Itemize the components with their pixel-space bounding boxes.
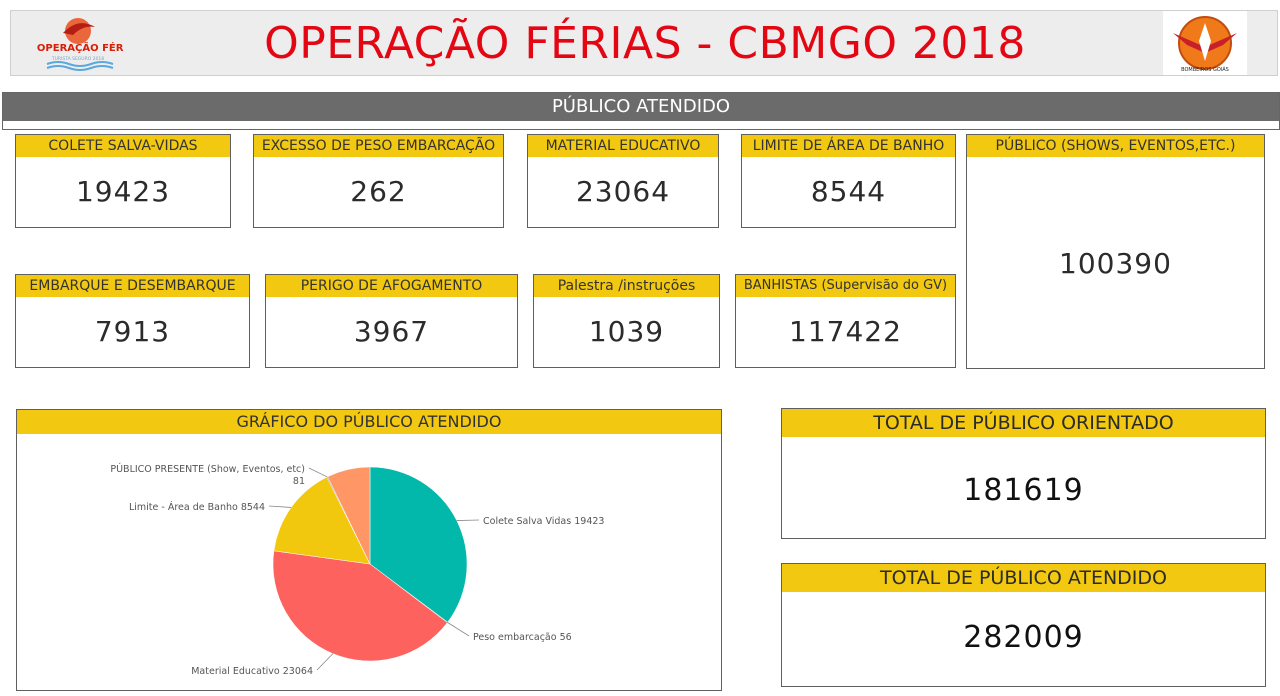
- total-attended-card: TOTAL DE PÚBLICO ATENDIDO 282009: [781, 563, 1266, 687]
- card-excesso-peso: EXCESSO DE PESO EMBARCAÇÃO 262: [253, 134, 504, 228]
- card-value: 23064: [575, 175, 671, 208]
- card-label: LIMITE DE ÁREA DE BANHO: [742, 135, 955, 157]
- card-embarque-desembarque: EMBARQUE E DESEMBARQUE 7913: [15, 274, 250, 368]
- card-label: PÚBLICO (SHOWS, EVENTOS,ETC.): [967, 135, 1264, 157]
- pie-chart: Colete Salva Vidas 19423 Peso embarcação …: [110, 463, 604, 677]
- chart-title: GRÁFICO DO PÚBLICO ATENDIDO: [17, 410, 721, 434]
- pie-label: Material Educativo 23064: [191, 666, 313, 677]
- card-perigo-afogamento: PERIGO DE AFOGAMENTO 3967: [265, 274, 518, 368]
- section-header-fill: [3, 93, 1279, 121]
- pie-leader-line: [316, 653, 334, 671]
- card-publico-shows: PÚBLICO (SHOWS, EVENTOS,ETC.) 100390: [966, 134, 1265, 369]
- card-limite-area-banho: LIMITE DE ÁREA DE BANHO 8544: [741, 134, 956, 228]
- chart-panel: GRÁFICO DO PÚBLICO ATENDIDO Colete Salva…: [16, 409, 722, 691]
- pie-label: PÚBLICO PRESENTE (Show, Eventos, etc): [110, 463, 305, 475]
- page-title: OPERAÇÃO FÉRIAS - CBMGO 2018: [264, 18, 1026, 69]
- pie-leader-line: [308, 467, 328, 478]
- section-header: PÚBLICO ATENDIDO: [2, 92, 1280, 130]
- pie-leader-line: [447, 622, 470, 637]
- card-label: EMBARQUE E DESEMBARQUE: [16, 275, 249, 297]
- card-value: 3967: [353, 315, 430, 348]
- card-value: 8544: [810, 175, 887, 208]
- pie-leader-line: [268, 505, 292, 508]
- pie-slice[interactable]: [369, 466, 468, 623]
- pie-label: Peso embarcação 56: [473, 632, 572, 643]
- total-attended-value: 282009: [963, 620, 1084, 655]
- total-attended-label: TOTAL DE PÚBLICO ATENDIDO: [782, 564, 1265, 592]
- pie-slice[interactable]: [327, 466, 371, 565]
- card-value: 100390: [1059, 247, 1172, 280]
- card-value: 262: [350, 175, 407, 208]
- card-colete-salva-vidas: COLETE SALVA-VIDAS 19423: [15, 134, 231, 228]
- pie-label-value: 81: [293, 476, 305, 487]
- total-oriented-label: TOTAL DE PÚBLICO ORIENTADO: [782, 409, 1265, 437]
- card-label: EXCESSO DE PESO EMBARCAÇÃO: [254, 135, 503, 157]
- bombeiros-goias-emblem: BOMBEIROS GOIÁS: [1163, 11, 1247, 75]
- card-label: PERIGO DE AFOGAMENTO: [266, 275, 517, 297]
- card-palestra-instrucoes: Palestra /instruções 1039: [533, 274, 720, 368]
- pie-leader-line: [456, 519, 480, 521]
- pie-label: Limite - Área de Banho 8544: [129, 501, 265, 513]
- section-title: PÚBLICO ATENDIDO: [551, 96, 731, 117]
- card-value: 19423: [75, 175, 171, 208]
- svg-text:TURISTA SEGURO 2018: TURISTA SEGURO 2018: [51, 56, 104, 62]
- card-label: MATERIAL EDUCATIVO: [528, 135, 718, 157]
- card-material-educativo: MATERIAL EDUCATIVO 23064: [527, 134, 719, 228]
- svg-text:BOMBEIROS GOIÁS: BOMBEIROS GOIÁS: [1181, 66, 1229, 73]
- card-value: 117422: [789, 315, 902, 348]
- header-bar: OPERAÇÃO FÉRIAS - CBMGO 2018 44ª OPERAÇÃ…: [10, 10, 1278, 76]
- pie-label: Colete Salva Vidas 19423: [483, 516, 604, 527]
- operacao-ferias-logo: 44ª OPERAÇÃO FÉRIAS TURISTA SEGURO 2018: [33, 18, 123, 71]
- card-label: COLETE SALVA-VIDAS: [16, 135, 230, 157]
- card-label: Palestra /instruções: [534, 275, 719, 297]
- card-value: 1039: [588, 315, 665, 348]
- total-oriented-card: TOTAL DE PÚBLICO ORIENTADO 181619: [781, 408, 1266, 539]
- card-label: BANHISTAS (Supervisão do GV): [736, 275, 955, 297]
- total-oriented-value: 181619: [963, 473, 1084, 508]
- svg-text:44ª OPERAÇÃO FÉRIAS: 44ª OPERAÇÃO FÉRIAS: [33, 41, 123, 54]
- card-banhistas: BANHISTAS (Supervisão do GV) 117422: [735, 274, 956, 368]
- card-value: 7913: [94, 315, 171, 348]
